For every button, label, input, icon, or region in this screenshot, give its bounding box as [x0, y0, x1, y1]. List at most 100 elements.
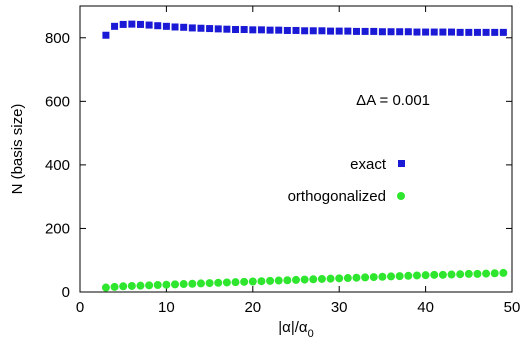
data-point-exact — [154, 22, 162, 30]
data-point-orthogonalized — [145, 281, 154, 290]
data-point-exact — [136, 20, 144, 28]
data-point-orthogonalized — [430, 270, 439, 279]
data-point-orthogonalized — [214, 278, 223, 287]
data-point-exact — [292, 26, 300, 34]
data-point-orthogonalized — [231, 278, 240, 287]
x-tick-label: 30 — [331, 299, 348, 316]
data-point-exact — [327, 27, 335, 35]
data-point-orthogonalized — [369, 273, 378, 282]
x-tick-label: 40 — [417, 299, 434, 316]
data-point-exact — [102, 31, 110, 39]
data-point-orthogonalized — [240, 277, 249, 286]
data-point-exact — [180, 23, 188, 31]
data-point-exact — [275, 26, 283, 34]
data-point-exact — [232, 26, 240, 34]
data-point-orthogonalized — [395, 272, 404, 281]
data-point-exact — [206, 25, 214, 33]
data-point-orthogonalized — [447, 270, 456, 279]
data-point-orthogonalized — [387, 272, 396, 281]
x-tick-label: 50 — [504, 299, 521, 316]
tick-layer: 0 10 20 30 40 50 0 200 400 600 800 — [45, 6, 520, 316]
y-tick-label: 400 — [45, 157, 70, 174]
data-point-orthogonalized — [438, 270, 447, 279]
data-point-orthogonalized — [101, 283, 110, 292]
y-tick-label: 0 — [62, 284, 70, 301]
annotation-delta-a: ΔA = 0.001 — [356, 92, 430, 109]
data-point-orthogonalized — [326, 274, 335, 283]
data-point-exact — [162, 22, 170, 30]
data-point-orthogonalized — [127, 281, 136, 290]
data-point-exact — [266, 26, 274, 34]
data-point-orthogonalized — [153, 281, 162, 290]
data-point-exact — [171, 23, 179, 31]
data-point-exact — [361, 27, 369, 35]
data-point-orthogonalized — [179, 280, 188, 289]
x-tick-label: 0 — [76, 299, 84, 316]
data-point-exact — [413, 28, 421, 36]
data-point-exact — [439, 28, 447, 36]
data-point-orthogonalized — [205, 279, 214, 288]
x-axis-label: |α|/α0 — [278, 319, 313, 340]
y-tick-label: 800 — [45, 30, 70, 47]
data-point-orthogonalized — [266, 276, 275, 285]
data-point-exact — [257, 26, 265, 34]
data-point-exact — [430, 28, 438, 36]
data-point-exact — [370, 27, 378, 35]
data-point-orthogonalized — [361, 273, 370, 282]
data-point-orthogonalized — [188, 279, 197, 288]
data-point-orthogonalized — [421, 271, 430, 280]
data-point-exact — [128, 20, 136, 28]
data-point-exact — [499, 28, 507, 36]
data-point-exact — [197, 24, 205, 32]
data-point-exact — [404, 28, 412, 36]
y-tick-label: 600 — [45, 93, 70, 110]
legend-marker-orthogonalized — [397, 192, 405, 200]
y-tick-label: 200 — [45, 220, 70, 237]
data-point-orthogonalized — [378, 272, 387, 281]
data-point-exact — [352, 27, 360, 35]
data-point-orthogonalized — [412, 271, 421, 280]
data-point-exact — [283, 26, 291, 34]
series-layer — [101, 20, 508, 292]
data-point-exact — [465, 28, 473, 36]
data-point-orthogonalized — [196, 279, 205, 288]
x-tick-label: 10 — [158, 299, 175, 316]
data-point-exact — [318, 27, 326, 35]
data-point-orthogonalized — [490, 269, 499, 278]
data-point-orthogonalized — [343, 274, 352, 283]
data-point-exact — [119, 20, 127, 28]
data-point-orthogonalized — [222, 278, 231, 287]
data-point-exact — [145, 21, 153, 29]
data-point-exact — [111, 22, 119, 30]
y-axis-label: N (basis size) — [9, 104, 26, 195]
data-point-exact — [456, 28, 464, 36]
data-point-orthogonalized — [110, 282, 119, 291]
data-point-orthogonalized — [464, 269, 473, 278]
legend-label-exact: exact — [350, 156, 387, 173]
data-point-exact — [309, 27, 317, 35]
data-point-exact — [188, 24, 196, 32]
data-point-exact — [378, 28, 386, 36]
data-point-orthogonalized — [292, 275, 300, 284]
legend-marker-exact — [398, 160, 405, 167]
data-point-orthogonalized — [317, 274, 326, 283]
data-point-exact — [214, 25, 222, 33]
series-exact — [102, 20, 507, 39]
data-point-exact — [482, 28, 490, 36]
data-point-orthogonalized — [335, 274, 344, 283]
data-point-orthogonalized — [274, 276, 283, 285]
data-point-orthogonalized — [309, 275, 318, 284]
data-point-exact — [223, 25, 231, 33]
data-point-orthogonalized — [482, 269, 491, 278]
data-point-exact — [344, 27, 352, 35]
plot-frame — [79, 5, 513, 293]
data-point-orthogonalized — [162, 280, 171, 289]
data-point-exact — [335, 27, 343, 35]
data-point-exact — [387, 28, 395, 36]
data-point-orthogonalized — [248, 277, 257, 286]
data-point-exact — [473, 28, 481, 36]
data-point-exact — [249, 26, 257, 34]
data-point-orthogonalized — [499, 268, 508, 277]
data-point-orthogonalized — [404, 271, 413, 280]
x-tick-label: 20 — [244, 299, 261, 316]
